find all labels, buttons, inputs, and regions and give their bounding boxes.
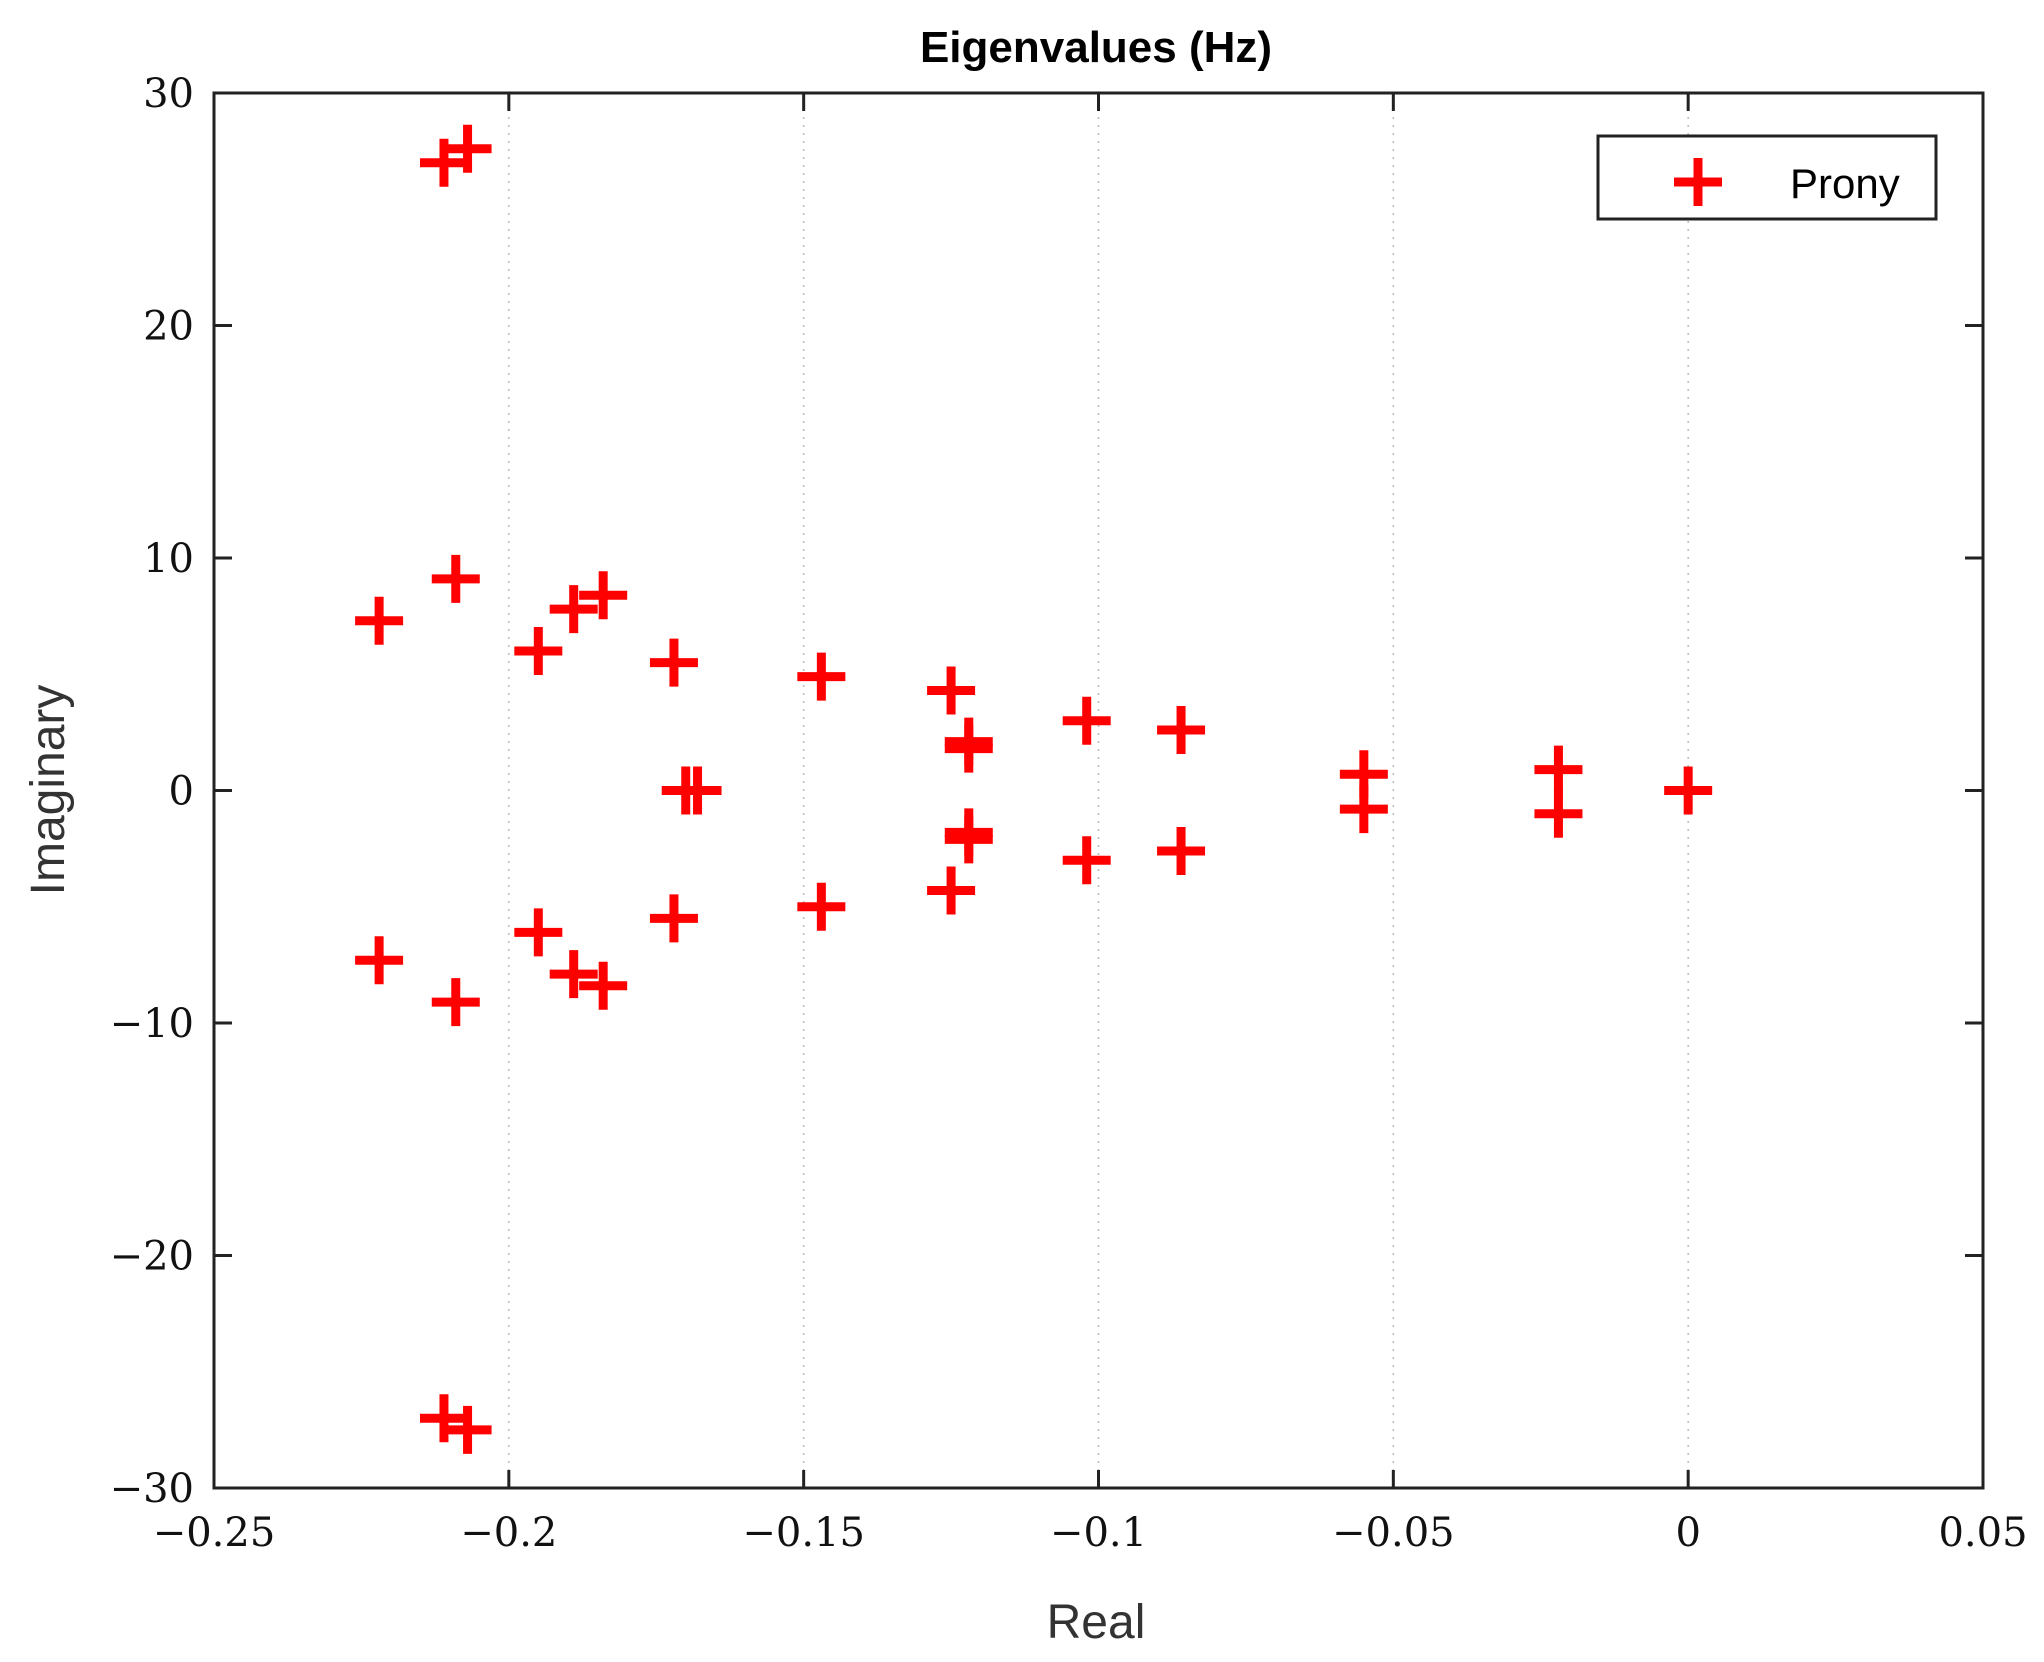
data-point <box>1062 696 1111 745</box>
x-tick-label: −0.2 <box>460 1510 557 1556</box>
x-tick-label: −0.05 <box>1332 1510 1455 1556</box>
x-tick-label: 0.05 <box>1938 1510 2027 1556</box>
data-point <box>355 596 404 645</box>
legend-label: Prony <box>1790 160 1900 207</box>
y-tick-label: 0 <box>169 769 194 815</box>
y-tick-label: −20 <box>110 1234 194 1280</box>
y-tick-label: −30 <box>110 1466 194 1512</box>
data-point <box>649 894 698 943</box>
data-point <box>649 638 698 687</box>
x-tick-label: 0 <box>1675 1510 1700 1556</box>
data-point <box>514 627 563 675</box>
legend-box <box>1596 134 1938 221</box>
data-point <box>431 978 480 1027</box>
legend: Prony <box>1596 134 1938 221</box>
chart-title: Eigenvalues (Hz) <box>920 23 1272 72</box>
data-point <box>355 936 404 985</box>
data-point <box>549 585 598 634</box>
x-axis-label: Real <box>1047 1596 1146 1649</box>
data-point <box>443 1405 492 1454</box>
data-point <box>944 815 993 864</box>
data-point <box>1664 766 1713 815</box>
data-point <box>1534 745 1583 794</box>
y-tick-label: −10 <box>110 1001 194 1047</box>
data-point <box>579 961 628 1010</box>
data-point <box>549 950 598 999</box>
legend-plus-icon <box>1674 158 1722 206</box>
data-point <box>927 666 976 715</box>
data-point <box>1157 826 1206 875</box>
data-point <box>431 554 480 603</box>
data-point <box>579 571 628 620</box>
data-point <box>1339 785 1388 834</box>
x-tick-labels: −0.25 −0.2 −0.15 −0.1 −0.05 0 0.05 <box>153 1510 2028 1556</box>
data-point <box>673 766 722 815</box>
data-point <box>443 124 492 173</box>
data-point <box>514 908 563 957</box>
axis-ticks <box>212 91 1985 1490</box>
data-point <box>797 652 846 701</box>
legend-marker-plus-icon <box>1674 158 1722 206</box>
data-points <box>355 124 1713 1454</box>
x-tick-label: −0.15 <box>742 1510 865 1556</box>
data-point <box>1062 836 1111 885</box>
data-point <box>927 866 976 915</box>
y-axis-label: Imaginary <box>22 685 75 896</box>
x-tick-label: −0.25 <box>153 1510 276 1556</box>
y-tick-label: 30 <box>143 71 194 117</box>
y-tick-label: 20 <box>143 304 194 350</box>
data-point <box>797 882 846 931</box>
x-tick-label: −0.1 <box>1050 1510 1147 1556</box>
y-tick-labels: 30 20 10 0 −10 −20 −30 <box>110 71 194 1512</box>
data-point <box>1534 789 1583 838</box>
data-point <box>944 724 993 773</box>
y-tick-label: 10 <box>143 536 194 582</box>
data-point <box>1157 706 1206 755</box>
